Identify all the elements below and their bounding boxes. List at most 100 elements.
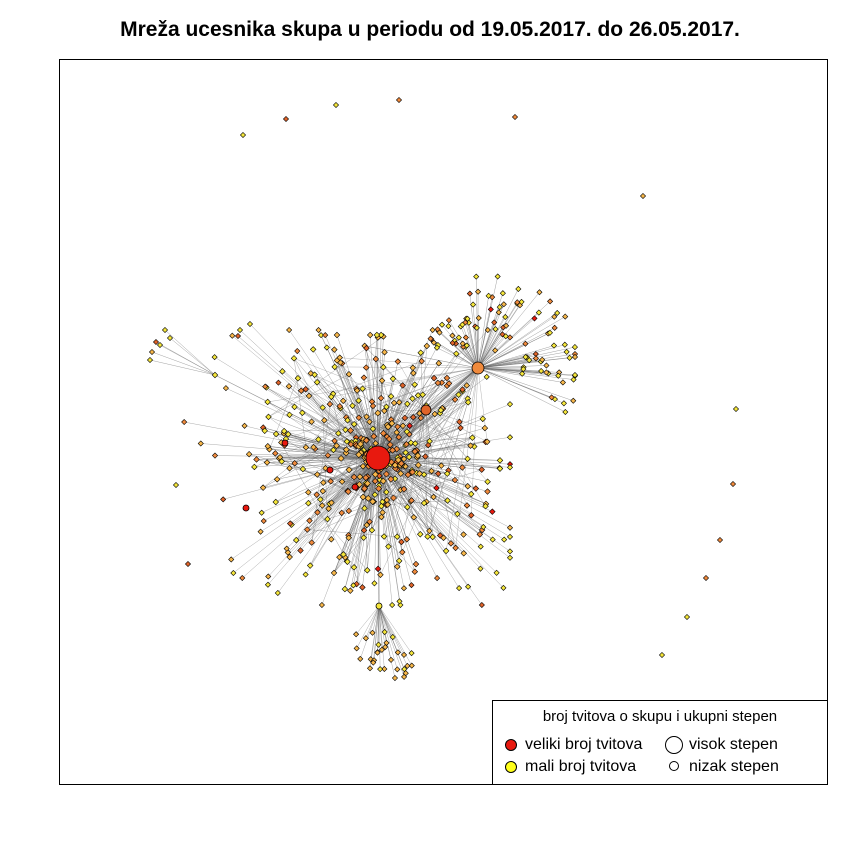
network-edge xyxy=(334,366,479,369)
network-node xyxy=(403,536,411,543)
network-node xyxy=(411,448,419,455)
network-node xyxy=(374,409,382,417)
network-node xyxy=(463,502,471,509)
network-edge xyxy=(477,318,479,369)
network-node xyxy=(422,453,429,460)
network-node xyxy=(420,499,428,507)
network-edge xyxy=(378,605,405,655)
network-node xyxy=(459,340,466,347)
network-edge xyxy=(377,427,485,459)
network-node xyxy=(478,601,485,609)
network-node xyxy=(302,571,309,578)
network-edge xyxy=(378,605,385,669)
network-edge xyxy=(383,536,415,572)
network-node xyxy=(482,502,489,510)
network-node xyxy=(284,431,292,438)
network-node xyxy=(467,490,475,498)
network-node xyxy=(444,470,451,477)
legend-yellow-dot xyxy=(505,761,517,773)
network-node xyxy=(377,394,385,402)
network-node xyxy=(511,113,519,121)
central-hub-node xyxy=(365,445,391,471)
network-node xyxy=(369,425,377,433)
network-node xyxy=(484,326,491,334)
network-edge xyxy=(425,409,468,506)
legend-large-circle xyxy=(665,736,683,754)
network-node xyxy=(285,383,293,390)
network-node xyxy=(394,666,401,673)
network-edge xyxy=(293,358,427,411)
network-node xyxy=(345,507,353,515)
network-node xyxy=(272,498,279,506)
network-node xyxy=(403,428,411,435)
network-node xyxy=(264,443,272,450)
network-node xyxy=(234,332,242,340)
network-node xyxy=(197,440,204,447)
network-edge xyxy=(477,309,492,369)
network-node xyxy=(382,644,389,651)
network-node xyxy=(426,527,433,535)
network-node xyxy=(391,475,399,482)
network-node xyxy=(462,334,469,341)
network-node xyxy=(468,512,475,519)
network-node xyxy=(469,434,476,441)
network-edge xyxy=(388,409,427,547)
network-node xyxy=(702,574,710,582)
network-node xyxy=(363,413,370,420)
network-node xyxy=(380,363,387,371)
network-node xyxy=(394,649,401,656)
network-node xyxy=(424,441,432,449)
network-node xyxy=(246,320,254,328)
network-node xyxy=(362,635,369,642)
network-node xyxy=(286,553,293,561)
network-node xyxy=(459,321,466,328)
network-node xyxy=(393,533,401,540)
network-edge xyxy=(477,292,540,369)
network-edge xyxy=(477,312,558,369)
network-edge xyxy=(360,605,380,659)
network-edge xyxy=(267,457,379,463)
network-node xyxy=(335,430,342,437)
network-node xyxy=(571,353,579,360)
network-node xyxy=(364,479,371,487)
network-node xyxy=(211,371,219,379)
network-edge xyxy=(399,409,427,561)
legend-small-circle xyxy=(669,761,679,771)
network-edge xyxy=(287,409,427,553)
network-node xyxy=(547,298,554,305)
network-node xyxy=(460,550,467,557)
network-edge xyxy=(365,605,380,639)
network-node xyxy=(404,471,412,479)
network-node xyxy=(536,289,543,296)
network-node xyxy=(211,354,218,361)
network-node xyxy=(297,387,305,394)
network-node xyxy=(658,651,666,659)
network-node xyxy=(391,675,398,682)
network-edge xyxy=(333,409,427,574)
network-node xyxy=(306,517,313,524)
network-node xyxy=(294,348,301,355)
network-edge xyxy=(477,316,506,369)
network-node xyxy=(455,334,462,341)
network-node xyxy=(374,649,381,656)
network-node xyxy=(366,518,373,525)
network-node xyxy=(445,380,453,387)
network-node xyxy=(389,601,396,609)
network-node xyxy=(394,563,401,570)
network-node xyxy=(412,560,420,568)
network-node xyxy=(464,315,471,322)
network-node xyxy=(409,395,416,402)
network-edge xyxy=(333,516,382,574)
network-node xyxy=(371,477,379,485)
network-node xyxy=(368,526,376,534)
network-node xyxy=(366,331,374,339)
network-node xyxy=(438,321,446,328)
network-node xyxy=(366,665,374,672)
network-node xyxy=(283,545,290,552)
network-node xyxy=(148,348,156,356)
network-node xyxy=(257,528,264,535)
network-node xyxy=(338,509,345,517)
network-node xyxy=(336,403,344,410)
network-node xyxy=(561,341,568,348)
network-node xyxy=(445,317,452,324)
